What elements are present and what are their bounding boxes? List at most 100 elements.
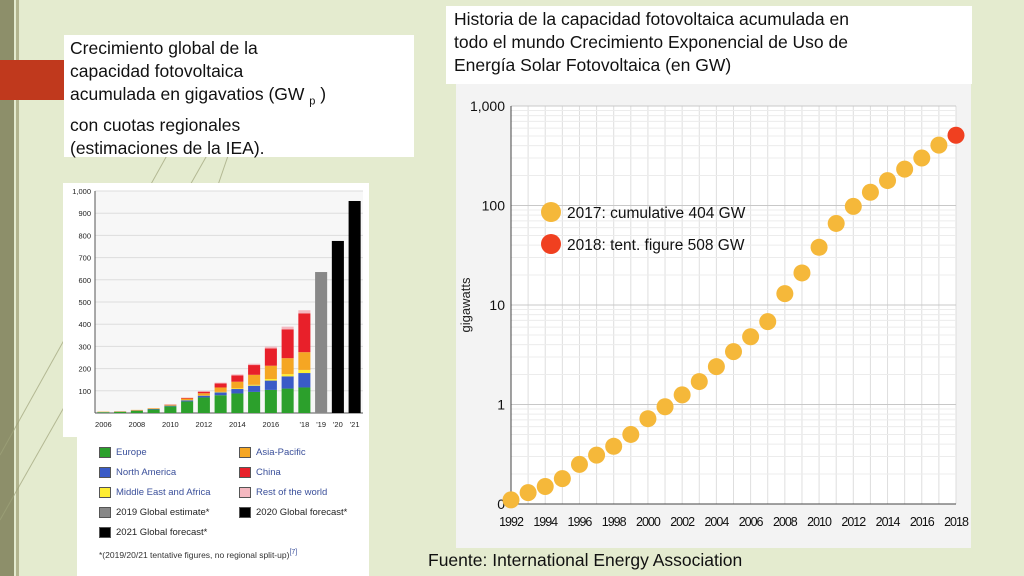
bar-segment (248, 365, 261, 375)
bar-segment (298, 369, 311, 374)
x-tick-label: 2014 (229, 420, 246, 429)
bar-segment (298, 313, 311, 353)
y-tick-label: 100 (78, 387, 91, 396)
bar-segment (298, 387, 311, 413)
legend-label: 2021 Global forecast* (116, 527, 208, 538)
data-point (519, 484, 537, 502)
footnote-text: *(2019/20/21 tentative figures, no regio… (99, 549, 290, 560)
x-tick-label: 2012 (841, 515, 866, 529)
left-caption-line: capacidad fotovoltaica (70, 61, 244, 81)
legend-label: Middle East and Africa (116, 487, 211, 498)
bar-segment (248, 363, 261, 366)
x-tick-label: 2004 (704, 515, 729, 529)
bar-segment (348, 200, 361, 413)
data-point (622, 425, 640, 443)
background-stripe (0, 0, 14, 576)
x-tick-label: '21 (350, 420, 360, 429)
right-caption-line: Energía Solar Fotovoltaica (en GW) (454, 55, 732, 75)
x-tick-label: 1996 (568, 515, 593, 529)
bar-segment (248, 391, 261, 413)
legend-item: 2019 Global estimate* (99, 507, 209, 518)
y-tick-label: 200 (78, 365, 91, 374)
bar-segment (331, 240, 344, 413)
bar-segment (214, 387, 227, 392)
y-tick-label: 400 (78, 320, 91, 329)
legend-swatch (239, 467, 251, 478)
bar-segment (214, 392, 227, 396)
y-tick-label: 1 (497, 397, 505, 413)
bar-segment (214, 395, 227, 413)
legend-swatch (239, 507, 251, 518)
data-point (536, 477, 554, 495)
x-tick-label: '19 (316, 420, 326, 429)
bar-segment (130, 409, 143, 411)
data-point (639, 410, 657, 428)
data-point (759, 313, 777, 331)
data-point (879, 172, 897, 190)
legend-label: Rest of the world (256, 487, 328, 498)
data-point (776, 285, 794, 303)
bar-segment (181, 400, 194, 402)
left-caption-text: ) (320, 84, 327, 104)
data-point (896, 160, 914, 178)
x-tick-label: 2008 (129, 420, 146, 429)
bar-segment (214, 383, 227, 388)
x-tick-label: 2002 (670, 515, 695, 529)
y-tick-label: 800 (78, 231, 91, 240)
data-point (656, 398, 674, 416)
footnote-reference-link[interactable]: [7] (289, 549, 298, 556)
source-credit: Fuente: International Energy Association (428, 550, 743, 570)
legend-swatch (99, 507, 111, 518)
y-axis-title: gigawatts (458, 277, 473, 332)
bar-segment (248, 384, 261, 386)
y-tick-label: 600 (78, 276, 91, 285)
data-point (690, 373, 708, 391)
x-tick-label: 2006 (739, 515, 764, 529)
legend-item: 2021 Global forecast* (99, 527, 207, 538)
bar-segment (181, 401, 194, 413)
bar-segment (281, 374, 294, 377)
bar-segment (197, 391, 210, 392)
legend-label: China (256, 467, 281, 478)
x-tick-label: 2016 (910, 515, 935, 529)
data-point (947, 126, 965, 144)
legend-swatch (239, 487, 251, 498)
data-point (810, 238, 828, 256)
data-point (570, 455, 588, 473)
data-point (827, 214, 845, 232)
x-tick-label: 1992 (499, 515, 524, 529)
bar-chart-legend: Europe Asia-Pacific North America China Midd… (77, 437, 369, 576)
x-tick-label: 2016 (263, 420, 280, 429)
data-point (502, 491, 520, 509)
x-tick-label: 2000 (636, 515, 661, 529)
legend-item: North America (99, 467, 176, 478)
y-tick-label: 1,000 (72, 187, 91, 196)
bar-segment (298, 373, 311, 388)
legend-swatch (239, 447, 251, 458)
x-tick-label: 2008 (773, 515, 798, 529)
left-caption-line: Crecimiento global de la (70, 38, 258, 58)
bar-chart-svg: 100 200 300 400 500 600 700 800 900 1,000 2006 2008… (72, 187, 363, 429)
bar-segment (231, 389, 244, 394)
data-point (913, 149, 931, 167)
left-caption: Crecimiento global de la capacidad fotov… (64, 35, 414, 158)
legend-label: Asia-Pacific (256, 447, 306, 458)
data-point (588, 446, 606, 464)
left-caption-line: con cuotas regionales (70, 114, 241, 135)
bar-segment (248, 385, 261, 392)
legend-item: Asia-Pacific (239, 447, 306, 458)
bar-segment (147, 409, 160, 413)
bar-segment (181, 397, 194, 399)
bar-segment (281, 358, 294, 375)
bar-segment (315, 272, 328, 413)
background-stripe-thin (16, 0, 19, 576)
bar-chart-footnote: *(2019/20/21 tentative figures, no regio… (99, 549, 297, 560)
data-point (553, 470, 571, 488)
data-point (793, 264, 811, 282)
y-tick-label: 700 (78, 254, 91, 263)
bar-segment (97, 412, 110, 413)
data-point (930, 136, 948, 154)
bar-segment (164, 406, 177, 413)
legend-marker (541, 234, 561, 254)
y-tick-label: 900 (78, 209, 91, 218)
